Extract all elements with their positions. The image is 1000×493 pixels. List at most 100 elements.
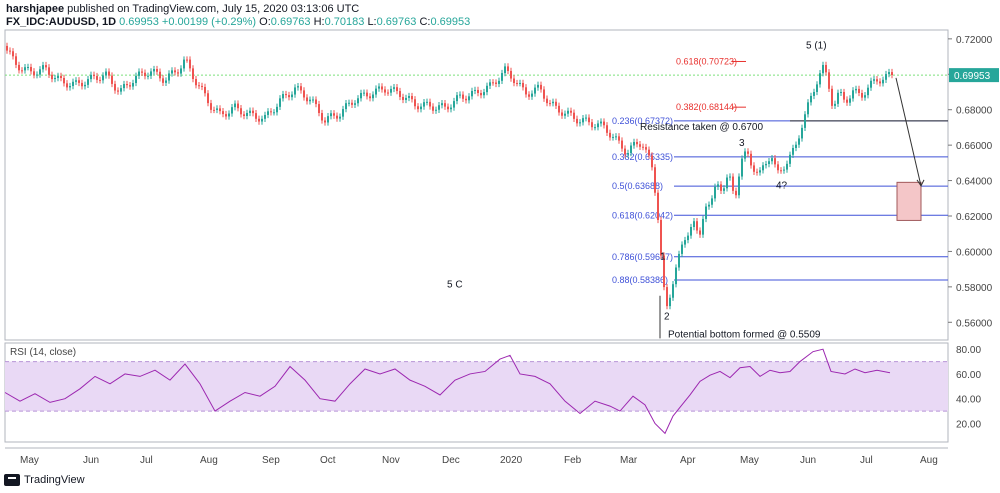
candle-body	[162, 78, 164, 83]
candle-body	[585, 117, 587, 119]
candle-body	[678, 253, 680, 268]
candle-body	[363, 92, 365, 94]
candle-body	[312, 99, 314, 101]
candle-body	[273, 112, 275, 114]
current-price-label: 0.69953	[954, 71, 991, 82]
time-axis-label: Feb	[564, 455, 582, 466]
candle-body	[393, 87, 395, 89]
candle-body	[438, 105, 440, 110]
candle-body	[510, 70, 512, 79]
candle-body	[735, 190, 737, 196]
candle-body	[495, 82, 497, 84]
symbol-name[interactable]: FX_IDC:AUDUSD, 1D	[6, 16, 117, 28]
candle-body	[90, 74, 92, 80]
candle-body	[57, 75, 59, 79]
candle-body	[609, 132, 611, 138]
candle-body	[651, 155, 653, 168]
candle-body	[717, 184, 719, 187]
candle-body	[864, 95, 866, 98]
fib-level-label: 0.382(0.65335)	[612, 152, 673, 162]
candle-body	[297, 86, 299, 88]
candle-body	[711, 198, 713, 205]
candle-body	[183, 59, 185, 69]
candle-body	[789, 154, 791, 164]
candle-body	[123, 84, 125, 89]
candle-body	[540, 84, 542, 90]
publisher-name[interactable]: harshjapee	[6, 3, 65, 15]
candle-body	[156, 69, 158, 72]
candle-body	[780, 170, 782, 172]
candle-body	[603, 121, 605, 126]
candle-body	[597, 123, 599, 128]
candle-body	[498, 80, 500, 84]
fib-level-label: 0.382(0.68144)	[676, 102, 737, 112]
candle-body	[792, 147, 794, 155]
candle-body	[267, 111, 269, 115]
candle-body	[105, 71, 107, 76]
rsi-title: RSI (14, close)	[10, 347, 76, 358]
fib-level-label: 0.618(0.62042)	[612, 210, 673, 220]
candle-body	[138, 71, 140, 76]
candle-body	[147, 75, 149, 77]
candle-body	[480, 93, 482, 96]
candle-body	[687, 235, 689, 241]
publisher-line: harshjapee published on TradingView.com,…	[6, 3, 359, 15]
candle-body	[294, 87, 296, 95]
candle-body	[825, 64, 827, 73]
candle-body	[582, 118, 584, 123]
rsi-tick-label: 60.00	[956, 370, 981, 381]
time-axis-label: Sep	[262, 455, 280, 466]
candle-body	[477, 89, 479, 94]
candle-body	[531, 93, 533, 97]
price-tick-label: 0.62000	[956, 212, 993, 223]
candle-body	[699, 230, 701, 235]
candle-body	[453, 101, 455, 108]
candle-body	[693, 221, 695, 228]
candle-body	[75, 80, 77, 82]
candle-body	[45, 65, 47, 68]
low-value: 0.69763	[376, 16, 417, 28]
price-tick-label: 0.66000	[956, 141, 993, 152]
time-axis-label: Apr	[680, 455, 696, 466]
time-axis-label: Jul	[140, 455, 153, 466]
candle-body	[762, 165, 764, 171]
candle-body	[318, 104, 320, 114]
wave-3-label: 3	[739, 138, 745, 149]
candle-body	[450, 107, 452, 110]
candle-body	[333, 113, 335, 116]
candle-body	[774, 158, 776, 165]
candle-body	[642, 146, 644, 148]
time-axis-label: Dec	[442, 455, 460, 466]
target-zone-box	[896, 181, 922, 221]
candle-body	[849, 98, 851, 103]
candle-body	[264, 114, 266, 119]
candle-body	[588, 117, 590, 123]
candle-body	[12, 51, 14, 57]
candle-body	[744, 151, 746, 159]
candle-body	[669, 297, 671, 307]
candle-body	[339, 116, 341, 119]
candle-body	[51, 74, 53, 80]
candle-body	[708, 204, 710, 207]
candle-body	[120, 88, 122, 92]
candle-body	[402, 96, 404, 100]
candle-body	[18, 64, 20, 71]
candle-body	[210, 103, 212, 110]
tradingview-logo-icon	[4, 474, 20, 486]
brand-name: TradingView	[24, 474, 85, 486]
candle-body	[327, 116, 329, 123]
candle-body	[522, 82, 524, 88]
candle-body	[666, 287, 668, 307]
time-axis-label: Mar	[620, 455, 638, 466]
candle-body	[786, 163, 788, 170]
candle-body	[111, 75, 113, 84]
candle-body	[705, 206, 707, 219]
wave-4-label: 4?	[776, 181, 788, 192]
candle-body	[834, 103, 836, 106]
candle-body	[804, 114, 806, 128]
candle-body	[9, 50, 11, 52]
candle-body	[462, 94, 464, 99]
candle-body	[621, 140, 623, 149]
candle-body	[675, 267, 677, 285]
